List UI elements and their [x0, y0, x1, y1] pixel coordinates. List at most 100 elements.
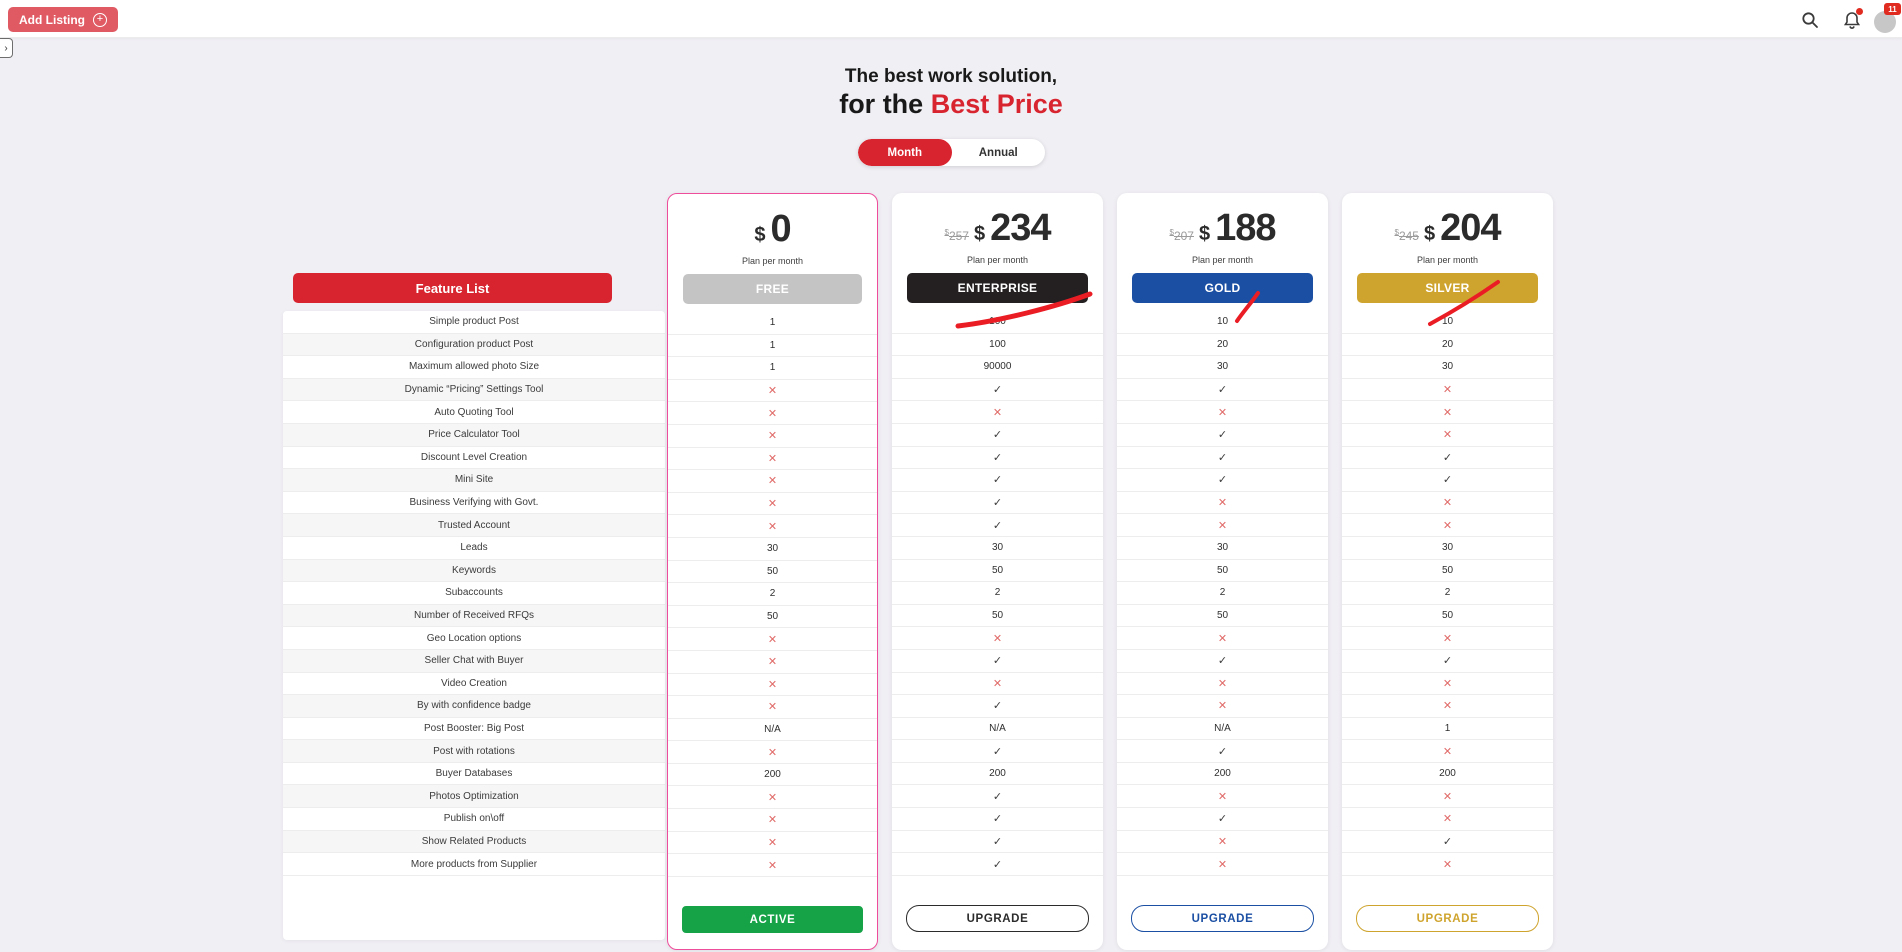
feature-row: Buyer Databases: [283, 763, 665, 786]
plan-value-row: ✕: [668, 380, 877, 403]
plan-value-row: ✓: [892, 785, 1103, 809]
old-price-currency: $: [944, 228, 949, 237]
plan-price: $207 $ 188: [1117, 207, 1328, 251]
feature-row: Trusted Account: [283, 514, 665, 537]
plan-action-button[interactable]: UPGRADE: [1356, 905, 1539, 932]
plan-value-row: ✓: [1117, 469, 1328, 492]
feature-row: Discount Level Creation: [283, 447, 665, 470]
cross-icon: ✕: [767, 746, 778, 759]
plan-value-row: 200: [668, 764, 877, 787]
plan-period-label: Plan per month: [1191, 255, 1254, 265]
plan-price: $257 $ 234: [892, 207, 1103, 251]
cross-icon: ✕: [767, 452, 778, 465]
plan-value-row: N/A: [668, 719, 877, 742]
cross-icon: ✕: [1217, 632, 1228, 645]
cross-icon: ✕: [1442, 406, 1453, 419]
cross-icon: ✕: [767, 859, 778, 872]
currency-sign: $: [973, 223, 986, 245]
sidebar-expand-tab[interactable]: ›: [0, 38, 13, 58]
feature-row: Geo Location options: [283, 627, 665, 650]
cross-icon: ✕: [1442, 745, 1453, 758]
plan-value-row: ✕: [668, 786, 877, 810]
cross-icon: ✕: [1217, 700, 1228, 713]
plan-action-button[interactable]: UPGRADE: [906, 905, 1089, 932]
plan-value-row: 2: [1117, 582, 1328, 605]
plan-value-row: ✓: [1117, 379, 1328, 402]
feature-row: Price Calculator Tool: [283, 423, 665, 447]
plan-value-row: ✕: [1117, 673, 1328, 696]
cross-icon: ✕: [1442, 632, 1453, 645]
plan-value-row: ✕: [1342, 514, 1553, 537]
check-icon: ✓: [1217, 813, 1228, 826]
plan-value-row: ✓: [892, 469, 1103, 492]
plan-price: $245 $ 204: [1342, 207, 1553, 251]
plan-value-row: N/A: [1117, 718, 1328, 741]
check-icon: ✓: [992, 835, 1003, 848]
plan-value-row: ✕: [1117, 785, 1328, 809]
title-highlight: Best Price: [930, 89, 1063, 119]
tab-month[interactable]: Month: [858, 139, 952, 166]
plan-value-row: ✓: [1117, 424, 1328, 447]
cross-icon: ✕: [1217, 835, 1228, 848]
old-price-amount: 257: [948, 229, 969, 243]
add-listing-button[interactable]: Add Listing +: [8, 7, 118, 32]
plan-value-row: 50: [1117, 605, 1328, 628]
plan-value-row: ✕: [668, 809, 877, 832]
tab-annual[interactable]: Annual: [978, 146, 1018, 159]
page-title-line1: The best work solution,: [844, 66, 1058, 87]
plan-value-row: ✕: [1117, 492, 1328, 515]
search-icon[interactable]: [1800, 10, 1820, 30]
bell-icon[interactable]: [1842, 8, 1863, 30]
plan-value-row: ✕: [668, 515, 877, 538]
feature-row: Configuration product Post: [283, 333, 665, 357]
feature-row: Dynamic “Pricing” Settings Tool: [283, 378, 665, 402]
old-price-currency: $: [1169, 228, 1174, 237]
plan-value-row: 1: [1342, 718, 1553, 741]
plan-value-row: 50: [1342, 560, 1553, 583]
plus-circle-icon: +: [93, 12, 107, 27]
plan-value-row: ✕: [1342, 379, 1553, 402]
plan-value-row: 1: [668, 312, 877, 335]
cross-icon: ✕: [767, 656, 778, 669]
cross-icon: ✕: [1217, 790, 1228, 803]
plan-value-row: ✓: [892, 695, 1103, 718]
plan-value-row: ✓: [892, 650, 1103, 673]
check-icon: ✓: [992, 519, 1003, 532]
cross-icon: ✕: [767, 475, 778, 488]
plan-value-row: 50: [1117, 560, 1328, 583]
old-price-amount: 245: [1398, 229, 1419, 243]
check-icon: ✓: [1442, 835, 1453, 848]
avatar[interactable]: [1874, 11, 1896, 33]
cross-icon: ✕: [1217, 677, 1228, 690]
plan-value-row: ✓: [892, 740, 1103, 763]
plan-value-row: ✕: [668, 425, 877, 448]
cross-icon: ✕: [1442, 858, 1453, 871]
plan-value-row: 10: [1117, 311, 1328, 334]
feature-row: Keywords: [283, 559, 665, 583]
plan-value-row: ✕: [1117, 853, 1328, 876]
plan-value-row: ✓: [892, 514, 1103, 537]
plan-name-pill: SILVER: [1357, 273, 1538, 303]
plan-value-row: 90000: [892, 356, 1103, 379]
cross-icon: ✕: [1442, 497, 1453, 510]
plan-values: 1 1 1 ✕ ✕ ✕ ✕ ✕ ✕ ✕ 30 50 2 50 ✕ ✕ ✕ ✕ N/A ✕ 200 ✕ ✕ ✕ ✕: [668, 312, 877, 877]
plan-value-row: ✓: [1342, 650, 1553, 673]
plan-card: $245 $ 204 Plan per month SILVER 10 20 30 ✕…: [1342, 193, 1553, 950]
price-amount: 0: [770, 208, 791, 250]
check-icon: ✓: [992, 813, 1003, 826]
cross-icon: ✕: [1442, 429, 1453, 442]
plan-value-row: ✕: [1117, 514, 1328, 537]
plan-action-button[interactable]: ACTIVE: [682, 906, 863, 933]
old-price: $257: [944, 228, 968, 243]
plan-value-row: ✕: [1342, 492, 1553, 515]
plan-value-row: ✓: [1117, 808, 1328, 831]
plan-action-button[interactable]: UPGRADE: [1131, 905, 1314, 932]
plan-values: 10 20 30 ✕ ✕ ✕ ✓ ✓ ✕ ✕ 30 50 2 50 ✕ ✓ ✕ ✕ 1 ✕ 200 ✕ ✕ ✓ ✕: [1342, 311, 1553, 876]
plan-value-row: ✕: [668, 448, 877, 471]
plan-card: $ 0 Plan per month FREE 1 1 1 ✕ ✕ ✕ ✕ ✕ ✕ ✕ 30 50 2 5…: [667, 193, 878, 950]
plan-values: 10 20 30 ✓ ✕ ✓ ✓ ✓ ✕ ✕ 30 50 2 50 ✕ ✓ ✕ ✕ N/A ✓ 200 ✕ ✓ ✕ ✕: [1117, 311, 1328, 876]
plan-value-row: ✕: [668, 402, 877, 425]
cross-icon: ✕: [767, 498, 778, 511]
plan-value-row: ✕: [668, 854, 877, 877]
check-icon: ✓: [992, 429, 1003, 442]
